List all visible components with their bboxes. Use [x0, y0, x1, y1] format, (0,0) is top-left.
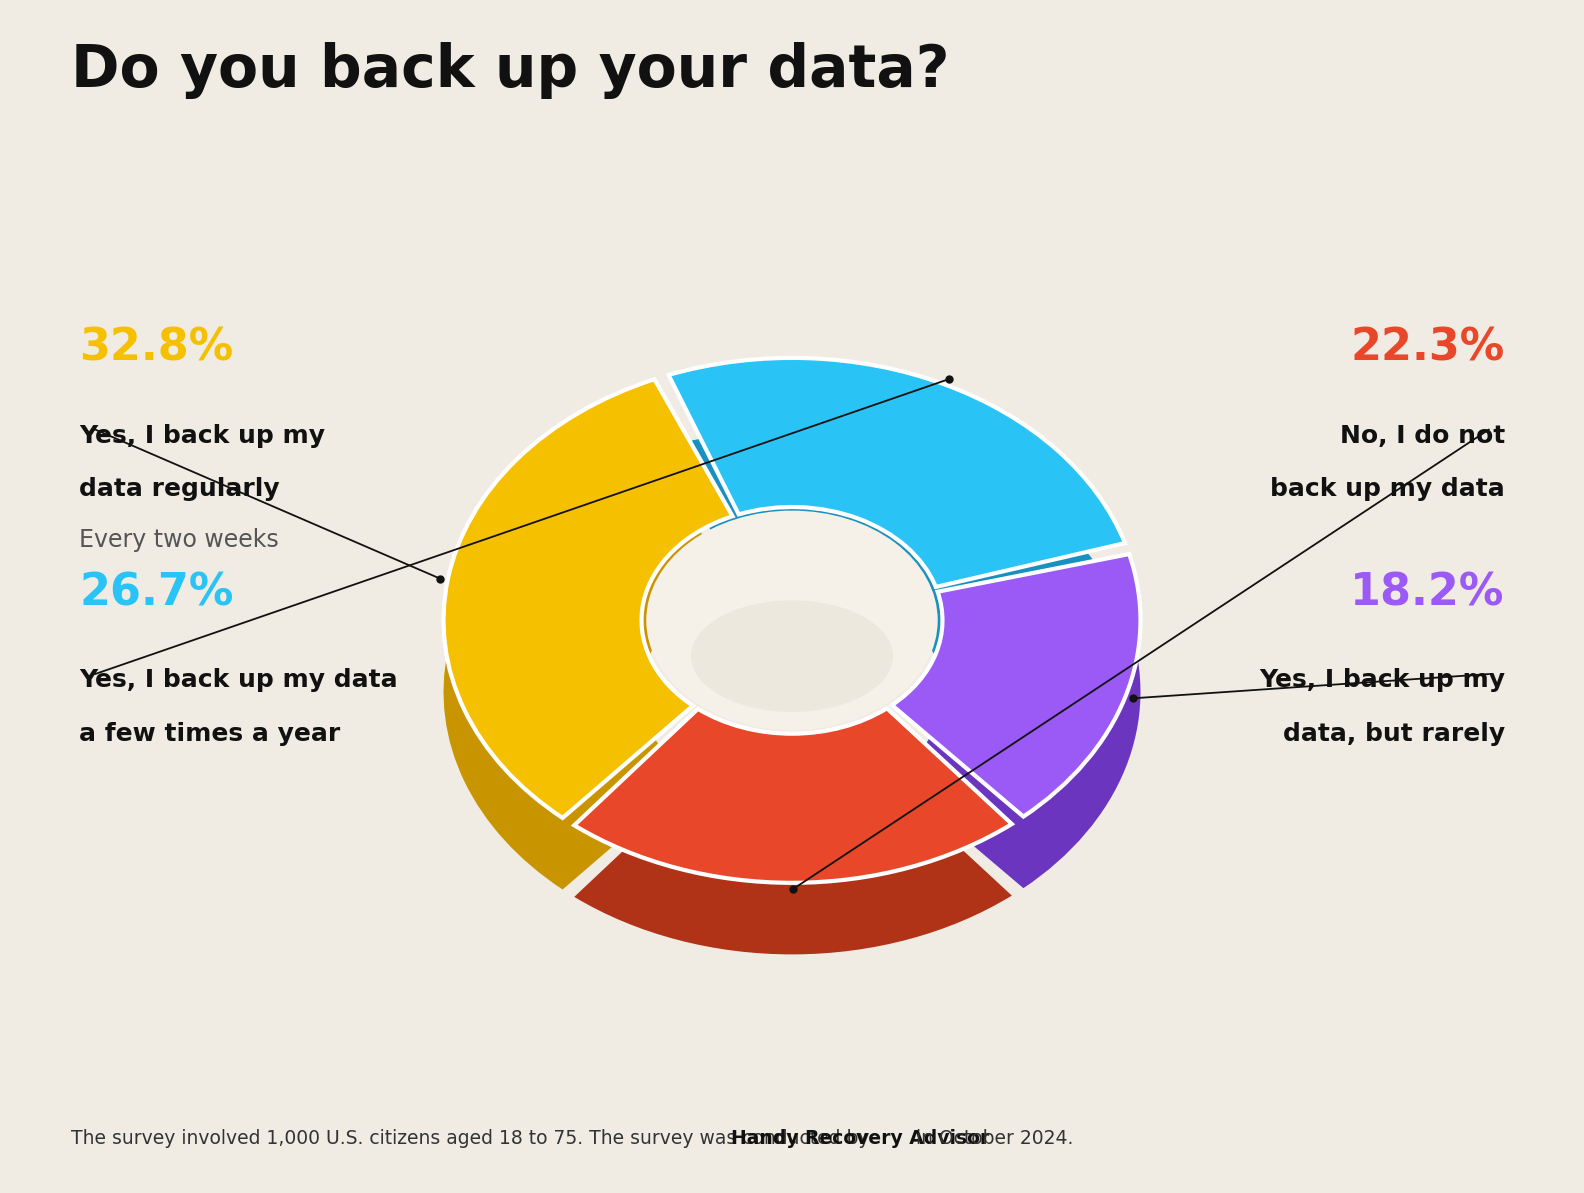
Text: a few times a year: a few times a year [79, 722, 341, 746]
Wedge shape [575, 780, 1012, 954]
Text: back up my data: back up my data [1270, 477, 1505, 501]
Wedge shape [668, 429, 1125, 659]
Text: in October 2024.: in October 2024. [909, 1129, 1072, 1148]
Ellipse shape [691, 600, 893, 712]
Text: Every two weeks: Every two weeks [79, 528, 279, 552]
Text: data regularly: data regularly [79, 477, 280, 501]
Text: The survey involved 1,000 U.S. citizens aged 18 to 75. The survey was conducted : The survey involved 1,000 U.S. citizens … [71, 1129, 876, 1148]
Text: Do you back up your data?: Do you back up your data? [71, 42, 950, 99]
Wedge shape [575, 709, 1012, 883]
Wedge shape [444, 379, 732, 818]
Text: data, but rarely: data, but rarely [1283, 722, 1505, 746]
Text: Yes, I back up my: Yes, I back up my [1259, 668, 1505, 692]
Wedge shape [892, 625, 1140, 888]
Text: 22.3%: 22.3% [1351, 327, 1505, 370]
Wedge shape [668, 358, 1125, 587]
Text: 18.2%: 18.2% [1351, 571, 1505, 614]
Circle shape [646, 511, 938, 730]
Text: 32.8%: 32.8% [79, 327, 233, 370]
Text: 26.7%: 26.7% [79, 571, 233, 614]
Text: Yes, I back up my data: Yes, I back up my data [79, 668, 398, 692]
Circle shape [646, 582, 938, 802]
Text: Handy Recovery Advisor: Handy Recovery Advisor [730, 1129, 988, 1148]
Wedge shape [444, 451, 732, 890]
Text: No, I do not: No, I do not [1340, 424, 1505, 447]
Text: Yes, I back up my: Yes, I back up my [79, 424, 325, 447]
Wedge shape [892, 554, 1140, 816]
